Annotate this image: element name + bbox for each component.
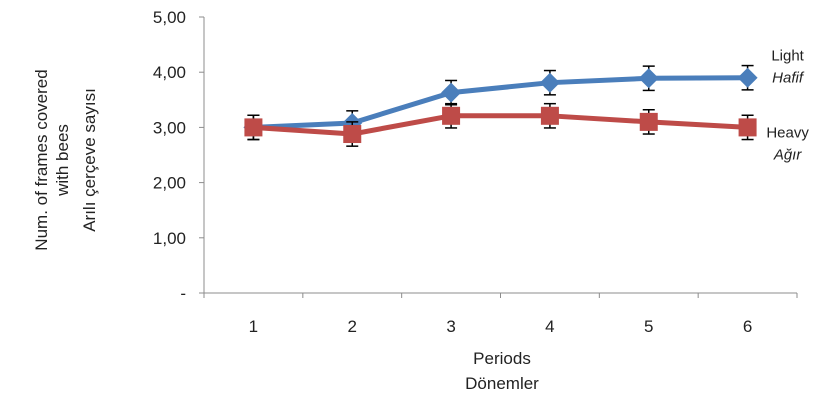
x-axis-title: Periods Dönemler (465, 349, 539, 393)
y-axis-title: Num. of frames covered with bees Arılı ç… (32, 69, 99, 250)
y-axis-title-line-2: with bees (53, 124, 72, 197)
y-tick-label: - (180, 284, 186, 303)
data-point-square (540, 106, 559, 125)
data-point-square (639, 112, 658, 131)
y-axis-title-line-3: Arılı çerçeve sayısı (80, 88, 99, 232)
x-axis-title-line-2: Dönemler (465, 374, 539, 393)
series-light: Light Hafif (243, 48, 805, 141)
series-line (253, 75, 748, 130)
x-axis-ticks: 1 2 3 4 5 6 (203, 293, 798, 336)
x-tick-label: 4 (545, 317, 554, 336)
x-axis-title-line-1: Periods (473, 349, 531, 368)
y-axis-title-line-1: Num. of frames covered (32, 69, 51, 250)
series-label: Heavy (766, 124, 809, 141)
series-label: Light (771, 48, 804, 65)
data-point-square (343, 125, 362, 144)
y-tick-label: 3,00 (153, 118, 186, 137)
data-point-square (244, 118, 263, 137)
data-point-diamond (539, 72, 560, 93)
x-tick-label: 5 (644, 317, 653, 336)
y-tick-label: 2,00 (153, 174, 186, 193)
x-tick-label: 3 (446, 317, 455, 336)
data-point-square (442, 106, 461, 125)
series-layer: Light Hafif Heavy Ağır (243, 48, 809, 163)
data-point-square (738, 118, 757, 137)
series-label-alt: Ağır (773, 146, 803, 163)
series-label-alt: Hafif (772, 70, 805, 87)
data-point-diamond (441, 82, 462, 103)
series-heavy: Heavy Ağır (244, 102, 809, 163)
y-axis-ticks: - 1,00 2,00 3,00 4,00 5,00 (153, 8, 204, 303)
y-tick-label: 4,00 (153, 63, 186, 82)
y-tick-label: 1,00 (153, 229, 186, 248)
x-tick-label: 6 (743, 317, 752, 336)
x-tick-label: 1 (249, 317, 258, 336)
y-tick-label: 5,00 (153, 8, 186, 27)
data-point-diamond (737, 67, 758, 88)
x-tick-label: 2 (348, 317, 357, 336)
series-line (253, 113, 748, 137)
data-point-diamond (638, 68, 659, 89)
